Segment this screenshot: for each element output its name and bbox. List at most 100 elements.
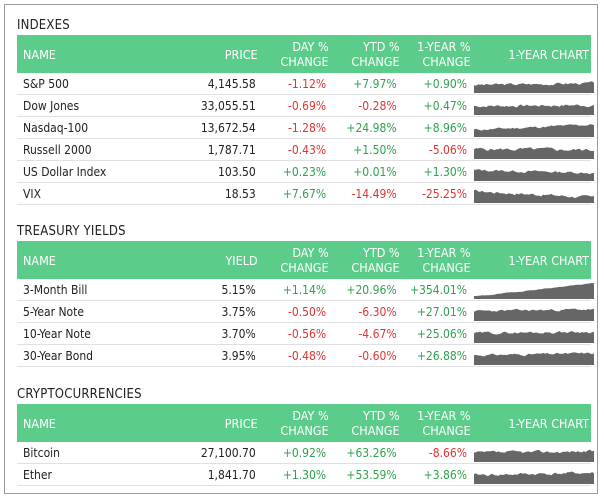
col-1yr-change: 1-YEAR % CHANGE (417, 245, 471, 275)
sparkline-svg (474, 168, 595, 181)
row-day-change: +7.67% (282, 186, 327, 201)
section-title: INDEXES (17, 18, 70, 33)
table-body: S&P 500 4,145.58 -1.12% +7.97% +0.90% Dow Jon… (17, 73, 595, 205)
row-value: 13,672.54 (200, 120, 256, 135)
sparkline-svg (474, 282, 595, 299)
col-day-change: DAY % CHANGE (280, 408, 329, 438)
sparkline-chart (471, 466, 595, 484)
row-ytd-change: +20.96% (346, 282, 397, 297)
row-1yr-change: +27.01% (416, 304, 468, 319)
table-row[interactable]: Ether 1,841.70 +1.30% +53.59% +3.86% (17, 464, 595, 486)
sparkline-chart (471, 141, 595, 159)
table-row[interactable]: 3-Month Bill 5.15% +1.14% +20.96% +354.01% (17, 279, 595, 301)
row-value: 33,055.51 (200, 98, 256, 113)
row-ytd-change: +53.59% (346, 467, 397, 482)
row-ytd-change: +1.50% (353, 142, 397, 157)
row-name: 30-Year Bond (23, 348, 94, 363)
col-yield: YIELD (225, 252, 258, 268)
row-day-change: -0.56% (287, 326, 327, 341)
table-row[interactable]: S&P 500 4,145.58 -1.12% +7.97% +0.90% (17, 73, 595, 95)
table-header: NAME PRICE DAY % CHANGE YTD % CHANGE 1-Y… (17, 404, 591, 442)
row-day-change: +1.14% (282, 282, 327, 297)
table-row[interactable]: US Dollar Index 103.50 +0.23% +0.01% +1.30% (17, 161, 595, 183)
col-1yr-chart: 1-YEAR CHART (508, 252, 589, 268)
row-value: 1,841.70 (207, 467, 256, 482)
sparkline-svg (474, 471, 595, 484)
sparkline-svg (474, 308, 595, 321)
sparkline-svg (474, 123, 595, 137)
col-1yr-chart: 1-YEAR CHART (508, 415, 589, 431)
col-1yr-chart: 1-YEAR CHART (508, 46, 589, 62)
sparkline-chart (471, 163, 595, 181)
col-1yr-change: 1-YEAR % CHANGE (417, 39, 471, 69)
row-name: Russell 2000 (23, 142, 92, 157)
sparkline-area (474, 282, 595, 299)
row-value: 3.95% (221, 348, 256, 363)
row-ytd-change: -14.49% (351, 186, 397, 201)
row-1yr-change: +0.47% (423, 98, 468, 113)
sparkline-chart (471, 325, 595, 343)
table-row[interactable]: Bitcoin 27,100.70 +0.92% +63.26% -8.66% (17, 442, 595, 464)
sparkline-chart (471, 119, 595, 137)
table-row[interactable]: Dow Jones 33,055.51 -0.69% -0.28% +0.47% (17, 95, 595, 117)
row-name: Dow Jones (23, 98, 80, 113)
sparkline-area (474, 189, 595, 203)
table-row[interactable]: VIX 18.53 +7.67% -14.49% -25.25% (17, 183, 595, 205)
row-ytd-change: +24.98% (346, 120, 397, 135)
row-1yr-change: -5.06% (428, 142, 468, 157)
row-1yr-change: +8.96% (423, 120, 468, 135)
table-row[interactable]: Nasdaq-100 13,672.54 -1.28% +24.98% +8.96% (17, 117, 595, 139)
row-1yr-change: -25.25% (421, 186, 468, 201)
row-name: 3-Month Bill (23, 282, 88, 297)
row-value: 27,100.70 (200, 445, 256, 460)
sparkline-chart (471, 444, 595, 462)
table-body: Bitcoin 27,100.70 +0.92% +63.26% -8.66% Ether… (17, 442, 595, 486)
sparkline-chart (471, 185, 595, 203)
table-row[interactable]: Russell 2000 1,787.71 -0.43% +1.50% -5.06% (17, 139, 595, 161)
col-name: NAME (23, 46, 56, 62)
table-row[interactable]: 5-Year Note 3.75% -0.50% -6.30% +27.01% (17, 301, 595, 323)
row-name: 5-Year Note (23, 304, 85, 319)
row-day-change: +0.23% (282, 164, 327, 179)
col-ytd-change: YTD % CHANGE (351, 39, 400, 69)
row-1yr-change: +26.88% (416, 348, 468, 363)
sparkline-svg (474, 330, 595, 343)
sparkline-svg (474, 146, 595, 159)
row-value: 3.75% (221, 304, 256, 319)
row-1yr-change: +3.86% (423, 467, 468, 482)
section-title: TREASURY YIELDS (17, 224, 126, 239)
row-day-change: -0.48% (287, 348, 327, 363)
row-ytd-change: -0.28% (358, 98, 397, 113)
row-day-change: -1.12% (287, 76, 327, 91)
col-ytd-change: YTD % CHANGE (351, 408, 400, 438)
row-ytd-change: -0.60% (358, 348, 397, 363)
row-ytd-change: +0.01% (353, 164, 397, 179)
col-day-change: DAY % CHANGE (280, 245, 329, 275)
row-day-change: -1.28% (287, 120, 327, 135)
sparkline-svg (474, 449, 595, 462)
table-header: NAME PRICE DAY % CHANGE YTD % CHANGE 1-Y… (17, 35, 591, 73)
sparkline-svg (474, 80, 595, 93)
row-1yr-change: +1.30% (423, 164, 468, 179)
sparkline-chart (471, 347, 595, 365)
row-ytd-change: +63.26% (346, 445, 397, 460)
sparkline-chart (471, 281, 595, 299)
sparkline-area (474, 80, 595, 93)
row-name: VIX (23, 186, 41, 201)
row-day-change: +1.30% (282, 467, 327, 482)
section-title: CRYPTOCURRENCIES (17, 387, 142, 402)
col-name: NAME (23, 415, 56, 431)
sparkline-area (474, 168, 595, 181)
table-header: NAME YIELD DAY % CHANGE YTD % CHANGE 1-Y… (17, 241, 591, 279)
sparkline-chart (471, 75, 595, 93)
sparkline-area (474, 103, 595, 115)
table-row[interactable]: 10-Year Note 3.70% -0.56% -4.67% +25.06% (17, 323, 595, 345)
row-value: 1,787.71 (207, 142, 256, 157)
table-row[interactable]: 30-Year Bond 3.95% -0.48% -0.60% +26.88% (17, 345, 595, 367)
col-price: PRICE (224, 415, 258, 431)
sparkline-chart (471, 97, 595, 115)
col-price: PRICE (224, 46, 258, 62)
sparkline-area (474, 146, 595, 159)
cryptocurrencies-section: CRYPTOCURRENCIES NAME PRICE DAY % CHANGE… (17, 386, 595, 486)
row-value: 103.50 (217, 164, 256, 179)
